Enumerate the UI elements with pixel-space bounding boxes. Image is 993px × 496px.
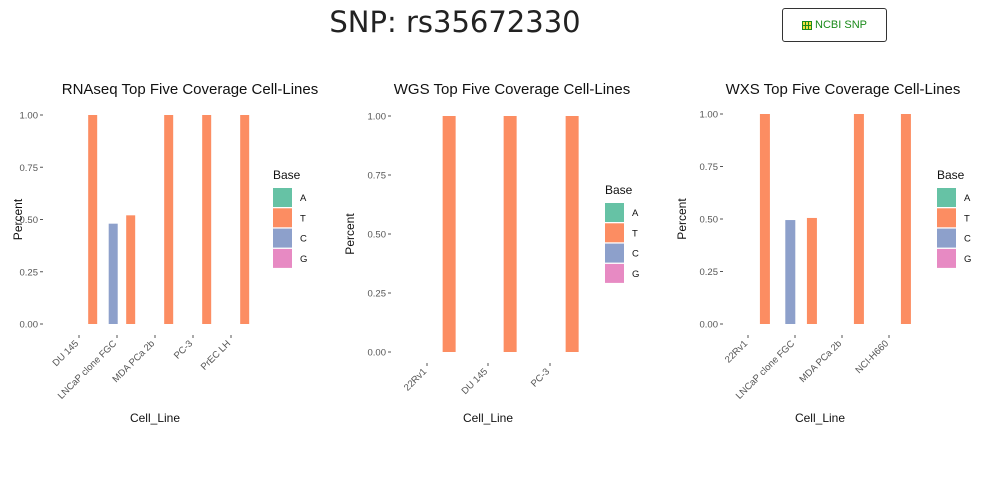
bar-T-PC-3 <box>202 115 212 324</box>
legend-label: A <box>964 193 971 204</box>
legend-label: A <box>300 193 307 204</box>
x-tick-label: DU 145 <box>51 338 82 369</box>
legend-title: Base <box>937 168 965 182</box>
legend-key-A <box>605 203 624 222</box>
x-axis-title: Cell_Line <box>795 411 845 425</box>
y-tick-label: 0.75 <box>368 171 387 182</box>
y-tick-label: 0.75 <box>700 162 719 173</box>
legend-key-C <box>937 228 956 248</box>
legend-title: Base <box>605 183 633 197</box>
legend-label: C <box>964 234 971 245</box>
bar-T-NCI-H660 <box>900 114 911 324</box>
y-tick-label: 0.25 <box>700 267 719 278</box>
ncbi-snp-button[interactable]: NCBI SNP <box>782 8 887 42</box>
x-tick-label: DU 145 <box>460 366 491 397</box>
x-axis-title: Cell_Line <box>463 411 513 425</box>
bar-C-LNCaP-clone-FGC <box>785 220 796 324</box>
legend-key-C <box>605 243 624 263</box>
legend-label: T <box>300 213 306 224</box>
legend-label: T <box>632 228 638 239</box>
legend-title: Base <box>273 168 301 182</box>
y-tick-label: 0.50 <box>368 230 387 241</box>
legend-label: T <box>964 213 970 224</box>
bar-T-DU-145 <box>88 115 98 324</box>
y-tick-label: 1.00 <box>368 112 387 123</box>
bar-T-22Rv1 <box>442 116 456 352</box>
bar-T-LNCaP-clone-FGC <box>806 217 817 324</box>
y-axis-title: Percent <box>675 198 689 240</box>
legend-label: G <box>632 269 639 280</box>
table-icon <box>802 20 813 30</box>
chart-title: WGS Top Five Coverage Cell-Lines <box>394 81 630 98</box>
legend-key-G <box>273 248 292 268</box>
y-tick-label: 0.00 <box>368 348 387 359</box>
y-tick-label: 0.00 <box>700 320 719 331</box>
bar-C-LNCaP-clone-FGC <box>108 223 118 324</box>
legend-key-G <box>937 248 956 268</box>
x-tick-label: NCI-H660 <box>853 338 891 376</box>
bar-T-PC-3 <box>565 116 579 352</box>
x-tick-label: 22Rv1 <box>723 338 750 365</box>
x-tick-label: 22Rv1 <box>402 366 429 393</box>
legend-label: G <box>964 254 971 265</box>
chart-0: RNAseq Top Five Coverage Cell-Lines 0.00 0… <box>11 81 318 425</box>
page-title: SNP: rs35672330 <box>329 5 581 39</box>
legend-label: A <box>632 208 639 219</box>
x-tick-label: PC-3 <box>172 338 195 361</box>
y-tick-label: 0.00 <box>20 320 39 331</box>
legend-key-G <box>605 263 624 283</box>
legend-label: C <box>300 234 307 245</box>
x-tick-label: PrEC LH <box>199 338 233 372</box>
y-tick-label: 0.50 <box>20 215 39 226</box>
legend-key-T <box>273 208 292 228</box>
chart-2: WXS Top Five Coverage Cell-Lines 0.00 0.25… <box>675 81 971 425</box>
y-axis-title: Percent <box>11 198 25 240</box>
x-axis-title: Cell_Line <box>130 411 180 425</box>
y-tick-label: 0.25 <box>368 289 387 300</box>
legend-key-A <box>937 188 956 207</box>
ncbi-snp-label: NCBI SNP <box>815 19 867 31</box>
x-tick-label: PC-3 <box>529 366 552 389</box>
y-tick-label: 1.00 <box>20 111 39 122</box>
y-tick-label: 0.50 <box>700 215 719 226</box>
legend-label: G <box>300 254 307 265</box>
bar-T-LNCaP-clone-FGC <box>126 215 136 324</box>
legend-key-T <box>605 223 624 243</box>
chart-1: WGS Top Five Coverage Cell-Lines 0.00 0.25… <box>343 81 639 425</box>
x-tick-label: MDA PCa 2b <box>798 338 845 385</box>
legend-key-A <box>273 188 292 207</box>
legend-label: C <box>632 249 639 260</box>
y-tick-label: 0.75 <box>20 163 39 174</box>
chart-title: WXS Top Five Coverage Cell-Lines <box>726 81 961 98</box>
legend-key-T <box>937 208 956 228</box>
bar-T-PrEC-LH <box>240 115 250 324</box>
bar-T-MDA-PCa-2b <box>164 115 174 324</box>
bar-T-DU-145 <box>503 116 517 352</box>
chart-title: RNAseq Top Five Coverage Cell-Lines <box>62 81 319 98</box>
bar-T-22Rv1 <box>759 114 770 324</box>
y-axis-title: Percent <box>343 213 357 255</box>
y-tick-label: 0.25 <box>20 267 39 278</box>
y-tick-label: 1.00 <box>700 110 719 121</box>
legend-key-C <box>273 228 292 248</box>
bar-T-MDA-PCa-2b <box>853 114 864 324</box>
